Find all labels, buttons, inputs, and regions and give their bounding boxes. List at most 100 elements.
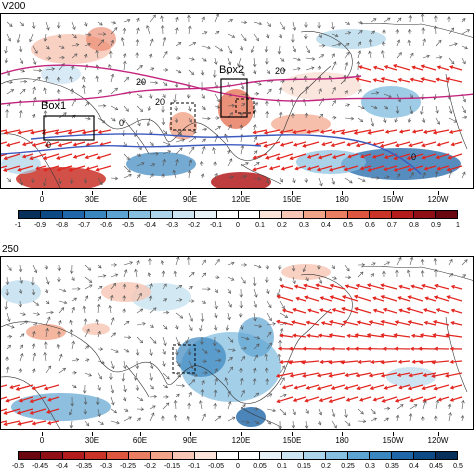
- wind-vector-head: [155, 152, 159, 156]
- wind-vector: [58, 141, 73, 147]
- wind-vector: [227, 158, 232, 167]
- wind-vector-head: [276, 294, 281, 299]
- wind-vector: [308, 309, 320, 314]
- wind-vector: [45, 21, 49, 31]
- wind-vector-head: [203, 127, 208, 132]
- wind-vector-head: [319, 359, 324, 364]
- wind-vector: [17, 408, 34, 414]
- wind-vector-head: [72, 142, 77, 147]
- wind-vector: [71, 297, 77, 302]
- wind-vector-head: [95, 75, 100, 79]
- wind-vector: [97, 384, 101, 391]
- wind-vector: [279, 177, 283, 183]
- wind-vector: [408, 40, 411, 47]
- wind-vector: [240, 33, 247, 41]
- wind-vector-head: [165, 310, 170, 315]
- colorbar-label: -0.05: [208, 463, 224, 470]
- wind-vector: [162, 372, 170, 380]
- wind-vector-head: [149, 352, 153, 356]
- wind-vector-head: [160, 25, 165, 29]
- wind-vector-head: [44, 289, 49, 294]
- wind-vector-head: [410, 172, 414, 176]
- wind-vector-head: [122, 397, 127, 402]
- wind-vector-head: [138, 94, 143, 98]
- wind-vector-head: [268, 331, 272, 336]
- wind-vector: [292, 264, 295, 271]
- colorbar-label: -0.3: [165, 222, 179, 229]
- wind-vector-head: [279, 327, 284, 332]
- wind-vector: [175, 299, 182, 302]
- wind-vector-head: [127, 169, 131, 173]
- wind-vector-head: [75, 358, 80, 362]
- wind-vector-head: [424, 296, 429, 301]
- wind-vector: [136, 153, 141, 157]
- wind-vector: [42, 129, 60, 134]
- wind-vector: [240, 276, 246, 284]
- wind-vector: [19, 320, 28, 326]
- wind-vector-head: [179, 147, 183, 151]
- wind-vector-head: [398, 17, 402, 22]
- wind-vector-head: [153, 394, 158, 399]
- wind-vector-head: [380, 360, 385, 365]
- wind-vector-head: [423, 129, 428, 134]
- wind-vector: [448, 27, 455, 35]
- wind-vector: [253, 354, 258, 362]
- wind-vector: [71, 44, 79, 47]
- wind-vector-head: [163, 298, 168, 302]
- wind-vector-head: [243, 175, 247, 179]
- wind-vector: [136, 396, 143, 401]
- wind-vector-head: [97, 129, 102, 135]
- wind-vector-head: [229, 357, 233, 361]
- wind-vector-head: [242, 280, 246, 284]
- wind-vector-head: [281, 365, 285, 369]
- wind-vector: [162, 311, 169, 314]
- wind-vector: [306, 384, 320, 390]
- wind-vector-head: [24, 320, 29, 324]
- wind-vector-head: [292, 411, 296, 416]
- wind-vector-head: [276, 399, 281, 404]
- wind-vector: [214, 14, 219, 23]
- wind-vector: [240, 336, 250, 340]
- wind-vector-head: [328, 399, 333, 404]
- wind-vector-head: [355, 77, 360, 82]
- wind-vector: [383, 117, 386, 123]
- wind-vector-head: [82, 305, 87, 310]
- wind-vector-head: [332, 155, 337, 159]
- wind-vector-head: [379, 143, 385, 148]
- wind-vector: [85, 153, 99, 159]
- wind-vector-head: [137, 122, 141, 127]
- wind-vector-head: [114, 106, 119, 111]
- wind-vector-head: [397, 296, 402, 301]
- wind-vector-head: [264, 49, 269, 53]
- wind-vector-head: [7, 344, 11, 349]
- wind-vector-head: [295, 296, 300, 301]
- wind-vector-head: [203, 359, 207, 363]
- wind-vector-head: [372, 78, 377, 83]
- longitude-label: 90E: [182, 436, 198, 445]
- wind-vector-head: [346, 333, 351, 338]
- wind-vector-head: [447, 155, 452, 160]
- wind-vector: [434, 296, 450, 302]
- wind-vector-head: [162, 94, 166, 98]
- colorbar-label: 0.5: [343, 222, 353, 229]
- wind-vector: [84, 295, 88, 302]
- wind-vector-head: [371, 30, 376, 34]
- wind-vector-head: [380, 76, 385, 81]
- wind-vector-head: [191, 146, 195, 151]
- wind-vector-head: [150, 142, 154, 147]
- wind-vector-head: [303, 75, 308, 79]
- wind-vector: [57, 344, 60, 350]
- wind-vector: [84, 358, 90, 362]
- wind-vector-head: [82, 390, 87, 394]
- wind-vector: [305, 420, 308, 429]
- wind-vector-head: [102, 32, 107, 36]
- wind-vector-head: [320, 54, 325, 58]
- wind-vector: [110, 21, 116, 24]
- wind-vector: [214, 105, 220, 108]
- wind-vector-head: [333, 424, 337, 429]
- wind-vector: [1, 129, 8, 132]
- wind-vector-head: [3, 410, 8, 415]
- wind-vector-head: [354, 333, 359, 338]
- colorbar-label: -0.2: [143, 463, 157, 470]
- wind-vector: [161, 260, 164, 266]
